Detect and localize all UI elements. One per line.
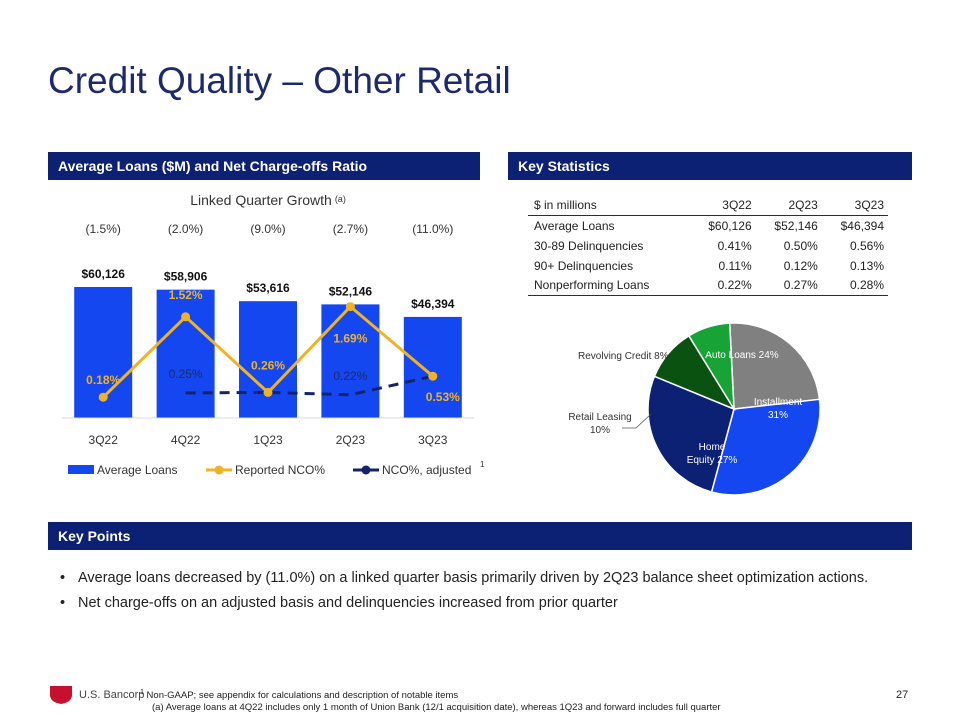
nco-reported-point (345, 302, 355, 312)
legend-swatch-bar (68, 465, 94, 474)
growth-label: (11.0%) (412, 222, 453, 236)
bar-value-label: $53,616 (246, 281, 290, 295)
pie-slice (728, 322, 821, 410)
table-cell: 0.28% (821, 275, 888, 296)
table-cell: 0.41% (717, 238, 752, 253)
points-section-header: Key Points (48, 522, 912, 550)
table-cell: 0.12% (783, 258, 818, 273)
pie-label: Installment 31% (754, 397, 803, 421)
stats-section-header: Key Statistics (508, 152, 912, 180)
column-header: 3Q22 (689, 196, 756, 216)
legend-marker-adjusted (361, 465, 371, 475)
legend-marker-reported (214, 465, 224, 475)
chart-section-header: Average Loans ($M) and Net Charge-offs R… (48, 152, 480, 180)
table-row: 90+ Delinquencies 0.11% 0.12% 0.13% (528, 256, 888, 276)
footnote-marker: 1 (140, 689, 144, 696)
table-cell: 0.11% (718, 258, 752, 273)
pie-leader-line (622, 413, 652, 429)
x-tick-label: 4Q22 (171, 433, 201, 447)
nco-reported-label: 0.53% (426, 390, 460, 404)
bar (156, 289, 215, 418)
table-cell: 0.50% (783, 238, 818, 253)
table-row: Nonperforming Loans 0.22% 0.27% 0.28% (528, 275, 888, 296)
chart-title: Linked Quarter Growth (a) (190, 192, 346, 208)
footnote-1: 1 Non-GAAP; see appendix for calculation… (140, 689, 458, 701)
table-cell: $52,146 (774, 218, 818, 233)
nco-adjusted-label: 0.22% (333, 369, 367, 383)
nco-reported-point (181, 312, 191, 322)
list-item: Net charge-offs on an adjusted basis and… (58, 595, 928, 611)
nco-adjusted-line (185, 374, 434, 397)
legend-label: Average Loans (97, 463, 178, 477)
list-item: Average loans decreased by (11.0%) on a … (58, 570, 928, 586)
bar-value-label: $58,906 (164, 270, 208, 284)
column-header: $ in millions (528, 196, 690, 216)
nco-reported-label: 0.18% (86, 373, 120, 387)
loan-mix-pie-chart: Auto Loans 24% Installment 31% Home Equity 2… (568, 322, 821, 496)
bar (403, 316, 462, 418)
logo-text: U.S. Bancorp (79, 689, 145, 701)
pie-label: Retail Leasing 10% (568, 412, 631, 436)
table-row: 30-89 Delinquencies 0.41% 0.50% 0.56% (528, 236, 888, 256)
pie-slice (687, 322, 735, 410)
table-cell: $60,126 (708, 218, 752, 233)
loans-nco-chart: Linked Quarter Growth (a) (1.5%) (2.0%) (9.… (62, 192, 485, 477)
growth-label: (2.0%) (168, 222, 203, 236)
x-tick-label: 3Q22 (89, 433, 119, 447)
pie-slice (710, 398, 821, 496)
key-points-list: Average loans decreased by (11.0%) on a … (58, 570, 928, 620)
pie-slice (647, 375, 735, 493)
table-header-row: $ in millions 3Q22 2Q23 3Q23 (528, 196, 888, 216)
key-statistics-table: $ in millions 3Q22 2Q23 3Q23 Average Loa… (528, 196, 888, 296)
table-cell: $46,394 (840, 218, 884, 233)
table-row: Average Loans $60,126 $52,146 $46,394 (528, 216, 888, 236)
column-header: 3Q23 (821, 196, 888, 216)
pie-label: Home Equity 27% (687, 442, 738, 466)
column-header: 2Q23 (755, 196, 822, 216)
table-cell: Nonperforming Loans (528, 275, 690, 296)
legend-footnote-marker: 1 (480, 460, 485, 469)
x-tick-label: 1Q23 (253, 433, 283, 447)
bar-value-label: $46,394 (411, 297, 455, 311)
table-cell: 0.27% (755, 275, 822, 296)
bar (239, 301, 297, 418)
nco-reported-label: 1.52% (169, 288, 203, 302)
legend-label: NCO%, adjusted (382, 463, 471, 477)
chart-title-superscript: (a) (335, 194, 346, 204)
growth-label: (1.5%) (86, 222, 121, 236)
nco-reported-label: 0.26% (251, 358, 285, 372)
nco-reported-point (428, 371, 438, 381)
table-cell: Average Loans (534, 218, 615, 233)
page-title: Credit Quality – Other Retail (48, 60, 511, 101)
page-number: 27 (896, 689, 909, 701)
usbank-shield-logo-icon (50, 686, 72, 704)
growth-label: (2.7%) (333, 222, 368, 236)
x-tick-label: 3Q23 (418, 433, 448, 447)
table-cell: 90+ Delinquencies (534, 258, 634, 273)
nco-adjusted-label: 0.25% (169, 367, 203, 381)
legend-label: Reported NCO% (235, 463, 325, 477)
nco-reported-label: 1.69% (333, 332, 367, 346)
pie-label: Auto Loans 24% (705, 350, 778, 361)
table-cell: 0.13% (849, 258, 884, 273)
table-cell: 0.22% (689, 275, 756, 296)
nco-reported-point (98, 392, 108, 402)
bar-value-label: $52,146 (329, 284, 373, 298)
table-cell: 0.56% (849, 238, 884, 253)
table-cell: 30-89 Delinquencies (534, 238, 644, 253)
nco-reported-point (263, 387, 273, 397)
x-tick-label: 2Q23 (336, 433, 366, 447)
footnote-a: (a) Average loans at 4Q22 includes only … (152, 702, 721, 713)
bar (321, 304, 380, 418)
growth-label: (9.0%) (250, 222, 285, 236)
footnote-1-text: Non-GAAP; see appendix for calculations … (143, 690, 459, 702)
pie-label: Revolving Credit 8% (578, 351, 669, 362)
bar-value-label: $60,126 (82, 267, 126, 281)
